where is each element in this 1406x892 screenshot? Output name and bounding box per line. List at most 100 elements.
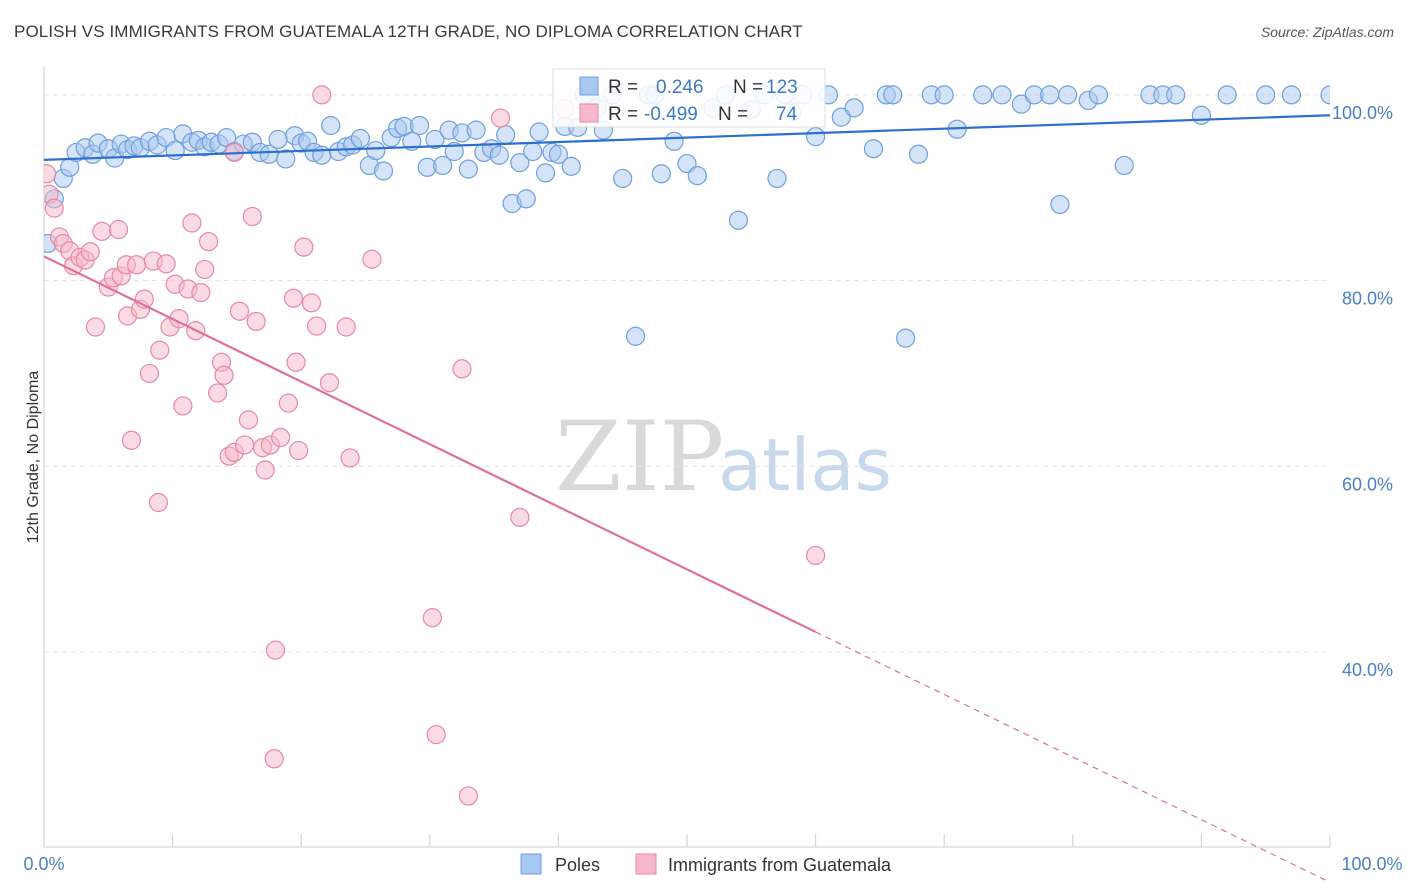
stats-r-label-guatemala: R = [608,104,638,125]
point-0-112 [1050,194,1070,215]
point-1-2 [44,198,64,218]
legend: Poles Immigrants from Guatemala [520,853,892,875]
x-tick-marks [43,834,1331,847]
point-1-72 [805,545,826,566]
trend-line-0 [43,114,1331,161]
stats-r-value-poles: 0.246 [656,77,704,98]
point-1-67 [452,359,472,379]
point-0-98 [844,98,864,118]
point-1-58 [301,293,322,313]
point-0-119 [1166,85,1186,105]
point-0-71 [561,156,581,176]
point-1-70 [510,507,530,527]
point-1-25 [150,340,170,360]
point-0-66 [529,122,549,142]
stats-swatch-guatemala [579,103,599,123]
point-0-57 [466,120,486,140]
point-0-52 [433,155,453,176]
point-0-64 [516,189,536,209]
point-1-66 [426,725,446,745]
stats-n-label-poles: N = [733,77,763,98]
point-0-121 [1217,85,1237,105]
point-1-46 [246,311,266,332]
point-1-10 [85,317,106,337]
watermark-zip: ZIP [555,401,724,513]
point-0-43 [366,140,386,161]
point-0-88 [728,210,749,230]
point-1-42 [229,301,250,321]
point-0-111 [1040,85,1060,105]
y-axis-label: 12th Grade, No Diploma [25,371,42,544]
point-1-55 [286,352,306,372]
point-1-61 [319,373,340,393]
stats-r-value-guatemala: -0.499 [644,104,698,125]
stats-n-value-poles: 123 [766,77,798,98]
point-0-44 [373,161,394,181]
point-1-57 [294,237,314,257]
point-0-37 [321,115,341,136]
point-0-67 [535,163,556,183]
point-0-107 [973,85,993,105]
point-1-14 [108,219,129,240]
point-0-51 [425,129,445,150]
point-1-59 [307,316,327,336]
point-0-109 [1011,94,1031,114]
point-0-123 [1281,85,1302,105]
point-0-101 [883,85,903,105]
point-1-34 [191,283,211,303]
point-1-30 [173,396,193,416]
y-tick-label-100: 100.0% [1332,103,1393,123]
stats-box: R = 0.246 N = 123 R = -0.499 N = 74 [552,68,826,128]
point-0-41 [350,128,370,149]
stats-n-label-guatemala: N = [718,104,748,125]
point-0-120 [1191,105,1212,125]
point-0-63 [510,153,530,173]
point-1-54 [283,288,304,308]
trend-lines [43,114,1331,883]
point-0-69 [548,144,569,164]
series-1-points [44,85,826,806]
stats-n-value-guatemala: 74 [776,104,798,125]
source-credit: Source: ZipAtlas.com [1260,24,1394,40]
point-1-26 [156,254,176,274]
point-0-61 [496,125,516,145]
point-1-36 [199,231,219,252]
stats-r-label-poles: R = [608,77,638,98]
point-1-50 [264,749,284,769]
legend-swatch-guatemala [635,853,657,875]
point-0-116 [1114,155,1134,176]
point-1-9 [80,242,100,262]
point-0-31 [276,149,296,169]
stats-swatch-poles [579,76,599,96]
point-1-45 [242,206,262,227]
x-tick-label-max: 100.0% [1341,854,1402,874]
point-0-82 [651,164,671,184]
point-1-53 [278,393,298,413]
chart-title: POLISH VS IMMIGRANTS FROM GUATEMALA 12TH… [14,22,803,41]
watermark-atlas: atlas [718,423,892,507]
point-0-122 [1256,85,1276,105]
point-1-51 [265,640,286,660]
point-0-108 [992,85,1012,105]
point-1-65 [422,608,442,628]
point-0-65 [523,141,543,162]
point-0-78 [613,168,633,189]
y-tick-label-80: 80.0% [1342,289,1393,309]
point-1-69 [490,108,511,128]
point-0-30 [268,129,288,150]
legend-label-poles: Poles [555,855,600,875]
point-1-35 [195,259,215,280]
point-0-49 [409,115,430,136]
point-0-56 [458,159,478,179]
point-1-37 [208,383,228,403]
point-0-48 [402,131,422,151]
point-0-91 [767,168,787,189]
point-0-95 [805,127,826,147]
point-1-24 [148,492,169,513]
point-1-64 [362,249,382,269]
point-1-60 [312,85,332,105]
point-1-39 [214,365,234,385]
point-1-68 [458,786,478,806]
point-1-62 [336,317,356,337]
